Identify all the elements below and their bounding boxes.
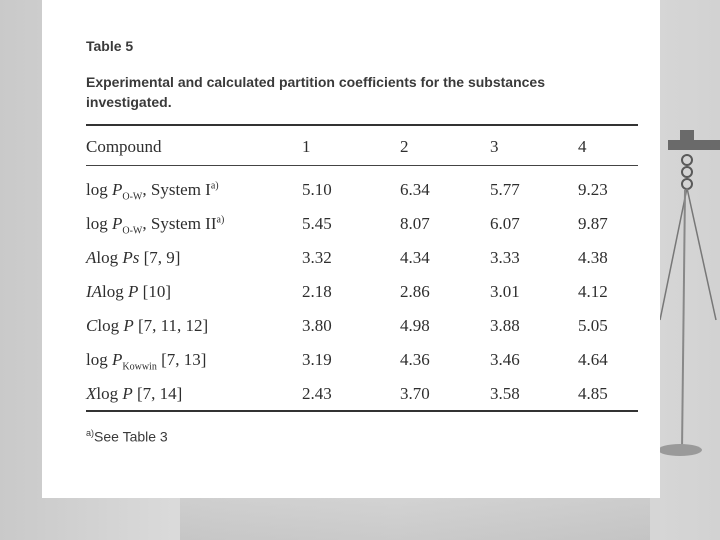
row-label-main: log — [86, 350, 112, 369]
row-label-after: [10] — [138, 282, 171, 301]
row-label: log PO-W, System IIa) — [86, 214, 224, 236]
table-cell: 5.77 — [490, 180, 520, 199]
table-cell: 6.07 — [490, 214, 520, 233]
table-cell: 3.88 — [490, 316, 520, 335]
row-label: log PKowwin [7, 13] — [86, 350, 206, 372]
row-label-main: log — [97, 316, 124, 335]
table-header-rule — [86, 165, 638, 166]
table-cell: 3.01 — [490, 282, 520, 301]
row-label-after: [7, 9] — [139, 248, 181, 267]
row-label-after: , System I — [142, 180, 211, 199]
row-label-main: log — [86, 180, 112, 199]
row-label-var: P — [111, 180, 123, 199]
row-label: log PO-W, System Ia) — [86, 180, 219, 202]
document-card: Table 5 Experimental and calculated part… — [42, 0, 660, 498]
table-top-rule — [86, 124, 638, 126]
table-cell: 3.80 — [302, 316, 332, 335]
table-cell: 3.70 — [400, 384, 430, 403]
table-cell: 4.34 — [400, 248, 430, 267]
table-cell: 4.64 — [578, 350, 608, 369]
caption-line-2: investigated. — [86, 94, 172, 110]
row-label-after: [7, 11, 12] — [133, 316, 209, 335]
row-label-var: Ps — [122, 248, 140, 267]
row-label-after: [7, 13] — [156, 350, 207, 369]
table-cell: 9.87 — [578, 214, 608, 233]
row-label-var: P — [111, 214, 123, 233]
row-label-main: log — [96, 384, 123, 403]
table-caption: Experimental and calculated partition co… — [86, 72, 646, 112]
row-label-var: P — [123, 316, 134, 335]
row-label-main: log — [86, 214, 112, 233]
row-label-var: P — [128, 282, 139, 301]
header-col-1: 1 — [302, 137, 311, 156]
table-cell: 4.38 — [578, 248, 608, 267]
table-cell: 4.98 — [400, 316, 430, 335]
row-label-sub: O-W — [122, 225, 143, 237]
row-label-prefix: A — [86, 248, 97, 267]
header-col-4: 4 — [578, 137, 587, 156]
table-cell: 2.43 — [302, 384, 332, 403]
row-label: Xlog P [7, 14] — [86, 384, 182, 404]
table-cell: 5.05 — [578, 316, 608, 335]
table-cell: 9.23 — [578, 180, 608, 199]
table-cell: 8.07 — [400, 214, 430, 233]
row-label-prefix: X — [86, 384, 97, 403]
row-label-sub: O-W — [122, 191, 143, 203]
row-label-main: log — [96, 248, 123, 267]
row-label-sup: a) — [216, 214, 225, 226]
footnote-text: See Table 3 — [94, 428, 168, 445]
table-cell: 2.18 — [302, 282, 332, 301]
header-compound: Compound — [86, 137, 162, 156]
row-label: IAlog P [10] — [86, 282, 171, 302]
caption-line-1: Experimental and calculated partition co… — [86, 74, 546, 90]
table-bottom-rule — [86, 410, 638, 412]
row-label: Clog P [7, 11, 12] — [86, 316, 208, 336]
table-cell: 3.46 — [490, 350, 520, 369]
header-col-2: 2 — [400, 137, 409, 156]
table-cell: 4.36 — [400, 350, 430, 369]
row-label-sup: a) — [210, 180, 219, 192]
footnote-mark: a) — [86, 428, 95, 438]
table-title: Table 5 — [86, 38, 134, 54]
table-cell: 3.58 — [490, 384, 520, 403]
row-label-main: log — [102, 282, 129, 301]
table-cell: 2.86 — [400, 282, 430, 301]
table-footnote: a)See Table 3 — [86, 428, 168, 445]
table-cell: 3.19 — [302, 350, 332, 369]
table-cell: 3.32 — [302, 248, 332, 267]
row-label-after: [7, 14] — [132, 384, 183, 403]
table-cell: 3.33 — [490, 248, 520, 267]
row-label-var: P — [122, 384, 133, 403]
table-cell: 5.10 — [302, 180, 332, 199]
table-cell: 5.45 — [302, 214, 332, 233]
row-label-sub: Kowwin — [122, 361, 157, 373]
row-label-prefix: C — [86, 316, 98, 335]
table-cell: 4.12 — [578, 282, 608, 301]
row-label-after: , System II — [142, 214, 217, 233]
row-label-var: P — [111, 350, 123, 369]
row-label: Alog Ps [7, 9] — [86, 248, 180, 268]
row-label-prefix: IA — [86, 282, 103, 301]
table-cell: 4.85 — [578, 384, 608, 403]
balance-scale-decoration — [658, 130, 720, 456]
header-col-3: 3 — [490, 137, 499, 156]
table-cell: 6.34 — [400, 180, 430, 199]
